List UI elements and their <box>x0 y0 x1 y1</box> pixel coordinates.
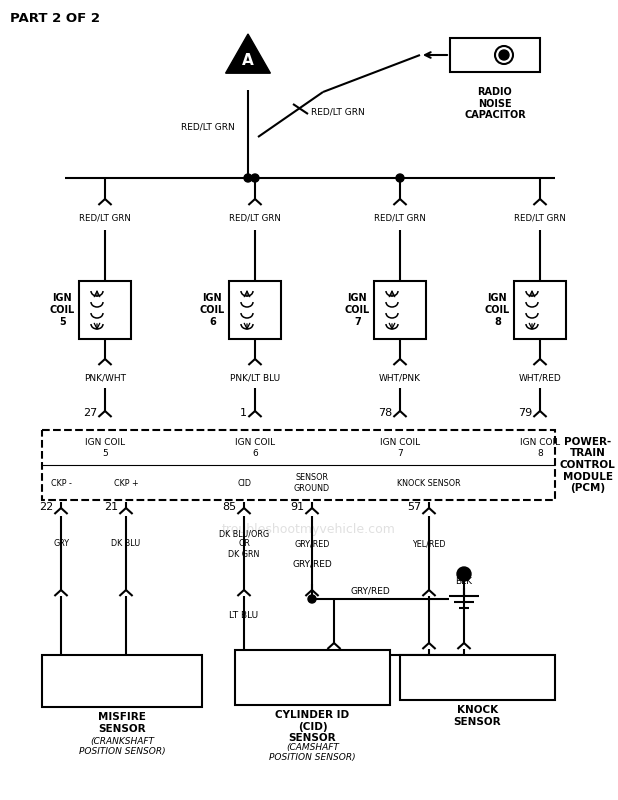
Text: PNK/LT BLU: PNK/LT BLU <box>230 374 280 382</box>
Text: CYLINDER ID
(CID)
SENSOR: CYLINDER ID (CID) SENSOR <box>276 710 350 743</box>
Text: IGN COIL
8: IGN COIL 8 <box>520 438 560 458</box>
Circle shape <box>495 46 513 64</box>
Text: 78: 78 <box>378 408 392 418</box>
Circle shape <box>457 567 471 581</box>
Text: DK BLU/ORG
OR
DK GRN: DK BLU/ORG OR DK GRN <box>219 529 269 559</box>
Text: POWER-
TRAIN
CONTROL
MODULE
(PCM): POWER- TRAIN CONTROL MODULE (PCM) <box>560 437 616 493</box>
Text: (CAMSHAFT
POSITION SENSOR): (CAMSHAFT POSITION SENSOR) <box>269 743 356 762</box>
Text: DK BLU: DK BLU <box>111 539 141 549</box>
Text: A: A <box>242 53 254 68</box>
Text: RED/LT GRN: RED/LT GRN <box>79 214 131 222</box>
Text: IGN COIL
7: IGN COIL 7 <box>380 438 420 458</box>
Text: 79: 79 <box>518 408 532 418</box>
Text: RADIO
NOISE
CAPACITOR: RADIO NOISE CAPACITOR <box>464 87 526 120</box>
Circle shape <box>251 174 259 182</box>
Text: RED/LT GRN: RED/LT GRN <box>311 107 365 117</box>
Text: IGN COIL
5: IGN COIL 5 <box>85 438 125 458</box>
Text: 1: 1 <box>240 408 247 418</box>
Text: WHT/PNK: WHT/PNK <box>379 374 421 382</box>
Text: IGN
COIL
8: IGN COIL 8 <box>485 294 510 326</box>
Bar <box>450 38 540 72</box>
Text: GRY/RED: GRY/RED <box>350 586 390 595</box>
Bar <box>235 650 390 705</box>
Polygon shape <box>226 34 271 74</box>
Text: 22: 22 <box>39 502 53 512</box>
Text: RED/LT GRN: RED/LT GRN <box>181 122 235 131</box>
Bar <box>374 281 426 339</box>
Text: 21: 21 <box>104 502 118 512</box>
Text: RED/LT GRN: RED/LT GRN <box>374 214 426 222</box>
Text: MISFIRE
SENSOR: MISFIRE SENSOR <box>98 712 146 734</box>
Text: IGN
COIL
5: IGN COIL 5 <box>50 294 75 326</box>
Circle shape <box>396 174 404 182</box>
Bar <box>79 281 131 339</box>
Text: WHT/RED: WHT/RED <box>519 374 561 382</box>
Text: YEL/RED: YEL/RED <box>412 539 446 549</box>
Bar <box>42 655 202 707</box>
Text: 85: 85 <box>222 502 236 512</box>
Bar <box>229 281 281 339</box>
Text: LT BLU: LT BLU <box>229 611 258 621</box>
Text: 57: 57 <box>407 502 421 512</box>
Text: RED/LT GRN: RED/LT GRN <box>514 214 566 222</box>
Text: CID: CID <box>237 478 251 487</box>
Text: GRY/RED: GRY/RED <box>292 559 332 569</box>
Circle shape <box>244 174 252 182</box>
Text: CKP +: CKP + <box>114 478 138 487</box>
Circle shape <box>308 595 316 603</box>
Text: RED/LT GRN: RED/LT GRN <box>229 214 281 222</box>
Text: PNK/WHT: PNK/WHT <box>84 374 126 382</box>
Text: 91: 91 <box>290 502 304 512</box>
Text: troubleshootmyvehicle.com: troubleshootmyvehicle.com <box>222 523 396 537</box>
Text: (CRANKSHAFT
POSITION SENSOR): (CRANKSHAFT POSITION SENSOR) <box>78 737 165 757</box>
Text: IGN COIL
6: IGN COIL 6 <box>235 438 275 458</box>
Text: IGN
COIL
6: IGN COIL 6 <box>200 294 225 326</box>
Text: KNOCK
SENSOR: KNOCK SENSOR <box>454 705 501 726</box>
Bar <box>42 430 555 500</box>
Bar <box>514 281 566 339</box>
Text: GRY/RED: GRY/RED <box>294 539 329 549</box>
Text: KNOCK SENSOR: KNOCK SENSOR <box>397 478 461 487</box>
Text: PART 2 OF 2: PART 2 OF 2 <box>10 12 100 25</box>
Text: IGN
COIL
7: IGN COIL 7 <box>345 294 370 326</box>
Circle shape <box>499 50 509 60</box>
Text: SENSOR
GROUND: SENSOR GROUND <box>294 474 330 493</box>
Text: BLK: BLK <box>455 578 473 586</box>
Text: GRY: GRY <box>53 539 69 549</box>
Bar <box>400 655 555 700</box>
Text: CKP -: CKP - <box>51 478 72 487</box>
Text: 27: 27 <box>83 408 97 418</box>
